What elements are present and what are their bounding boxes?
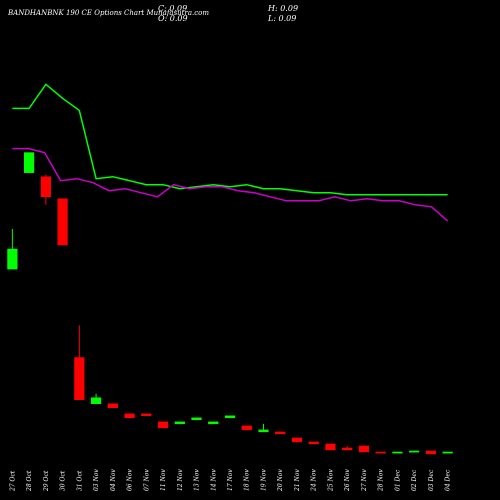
- x-tick-label: 24 Nov: [311, 469, 318, 492]
- candle-up: [174, 421, 185, 425]
- open-value: O: 0.09: [158, 14, 188, 23]
- x-tick-label: 20 Nov: [277, 469, 284, 492]
- candle-down: [375, 451, 386, 454]
- x-tick-label: 14 Nov: [210, 469, 217, 491]
- x-tick-label: 28 Oct: [26, 470, 33, 492]
- moving-average-fast-line: [12, 83, 448, 196]
- x-tick-label: 28 Nov: [378, 469, 385, 492]
- x-tick-label: 27 Nov: [361, 469, 368, 492]
- x-tick-label: 17 Nov: [227, 469, 234, 491]
- x-tick-label: 06 Nov: [127, 469, 134, 491]
- x-tick-label: 12 Nov: [177, 469, 184, 491]
- x-tick-label: 19 Nov: [260, 469, 267, 491]
- moving-average-slow-line: [12, 147, 449, 222]
- ohlc-open-close: C: 0.09 O: 0.09: [158, 4, 188, 24]
- candle-down: [141, 413, 152, 417]
- candle-down: [157, 421, 169, 429]
- candle-down: [74, 357, 85, 400]
- candle-down: [342, 447, 353, 451]
- candle-up: [7, 248, 18, 270]
- x-tick-label: 30 Oct: [60, 470, 67, 491]
- candle-down: [40, 176, 51, 198]
- candle-down: [358, 445, 370, 453]
- x-tick-label: 04 Nov: [110, 469, 117, 491]
- candle-up: [258, 429, 269, 433]
- x-tick-label: 18 Nov: [244, 469, 251, 491]
- candle-down: [425, 450, 436, 455]
- x-tick-label: 29 Oct: [43, 470, 50, 492]
- candle-down: [325, 443, 336, 451]
- x-tick-label: 02 Dec: [411, 469, 418, 491]
- candle-down: [57, 198, 68, 246]
- x-tick-label: 13 Nov: [194, 469, 201, 491]
- x-tick-label: 31 Oct: [76, 470, 83, 491]
- x-tick-label: 25 Nov: [327, 469, 334, 492]
- candle-up: [208, 421, 219, 425]
- x-tick-label: 04 Dec: [445, 469, 452, 491]
- high-value: H: 0.09: [268, 4, 299, 13]
- candle-down: [291, 437, 303, 443]
- x-tick-label: 07 Nov: [143, 469, 150, 491]
- candle-up: [24, 152, 35, 173]
- x-tick-label: 03 Dec: [428, 469, 435, 491]
- candle-down: [308, 441, 319, 445]
- x-tick-label: 27 Oct: [9, 470, 16, 492]
- candle-up: [90, 397, 102, 404]
- close-value: C: 0.09: [158, 4, 188, 13]
- chart-title: BANDHANBNK 190 CE Options Chart Munafasu…: [8, 9, 210, 17]
- candle-down: [241, 425, 252, 431]
- candle-up: [224, 415, 236, 419]
- ohlc-high-low: H: 0.09 L: 0.09: [268, 4, 298, 24]
- candle-down: [275, 431, 286, 435]
- x-tick-label: 11 Nov: [160, 469, 167, 491]
- x-tick-label: 21 Nov: [294, 469, 301, 492]
- candle-up: [409, 450, 420, 453]
- x-tick-label: 01 Dec: [394, 469, 401, 491]
- candle-up: [191, 417, 202, 421]
- candle-down: [124, 413, 135, 419]
- low-value: L: 0.09: [268, 14, 297, 23]
- candle-up: [442, 451, 453, 454]
- x-tick-label: 26 Nov: [344, 469, 351, 492]
- x-tick-label: 03 Nov: [93, 469, 100, 491]
- candle-down: [107, 403, 118, 409]
- candle-up: [392, 451, 403, 454]
